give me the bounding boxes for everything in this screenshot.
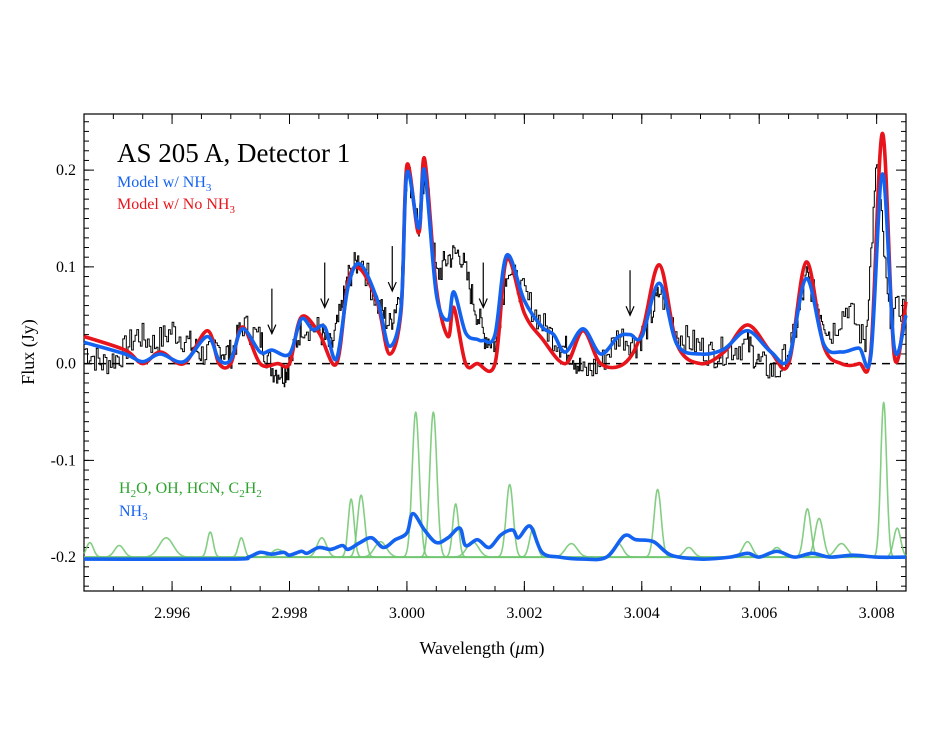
y-tick-label: -0.2 <box>51 549 76 566</box>
nh3-arrow-head <box>625 306 635 317</box>
legend-species-sub-3: 2 <box>256 488 262 500</box>
component-line <box>100 544 138 558</box>
x-tick-label: 2.996 <box>154 605 190 622</box>
legend-species-part-2: O, OH, HCN, C <box>136 480 239 497</box>
component-line <box>793 507 822 558</box>
x-axis-ticks: 2.996 2.998 3.000 3.002 3.004 3.006 3.008 <box>83 114 907 622</box>
nh3-arrows-layer <box>267 246 635 336</box>
component-line <box>401 411 430 558</box>
legend-model-nh3-text: Model w/ NH <box>117 174 206 191</box>
component-line <box>871 401 896 558</box>
legend-model-no-nh3: Model w/ No NH3 <box>117 196 235 216</box>
x-tick-label: 3.002 <box>506 605 542 622</box>
x-axis-title-post: m) <box>525 638 545 659</box>
y-tick-label: 0.1 <box>56 259 76 276</box>
x-tick-label: 3.000 <box>389 605 425 622</box>
x-axis-title: Wavelength (μm) <box>419 638 544 659</box>
component-line <box>802 517 836 558</box>
component-line <box>643 488 672 558</box>
y-tick-label: 0.0 <box>56 356 76 373</box>
y-axis-title: Flux (Jy) <box>18 319 39 385</box>
x-tick-label: 3.004 <box>624 605 660 622</box>
y-axis-ticks: -0.2 -0.1 0.0 0.1 0.2 <box>51 121 906 587</box>
y-tick-label: 0.2 <box>56 162 76 179</box>
component-line <box>83 541 104 558</box>
legend-species: H2O, OH, HCN, C2H2 <box>119 480 262 500</box>
legend-nh3-text: NH <box>119 503 143 520</box>
x-axis-title-pre: Wavelength ( <box>419 638 515 659</box>
nh3-arrow-head <box>267 324 277 336</box>
y-tick-label: -0.1 <box>51 452 76 469</box>
legend-model-no-nh3-sub: 3 <box>229 204 235 216</box>
legend-nh3-sub: 3 <box>142 511 148 523</box>
model-curves-layer <box>83 131 908 562</box>
chart-title: AS 205 A, Detector 1 <box>117 138 350 168</box>
x-tick-label: 3.006 <box>741 605 777 622</box>
nh3-arrow-head <box>478 298 488 309</box>
component-line <box>346 494 376 558</box>
component-line <box>137 536 195 558</box>
legend-species-sub-1: 2 <box>131 488 137 500</box>
nh3-arrow-head <box>320 298 330 309</box>
component-line <box>419 411 448 558</box>
component-line <box>339 498 363 558</box>
legend-species-sub-2: 2 <box>239 488 245 500</box>
legend-species-part-1: H <box>119 480 131 497</box>
component-line <box>883 527 907 558</box>
legend-model-nh3: Model w/ NH3 <box>117 174 212 194</box>
legend-model-no-nh3-text: Model w/ No NH <box>117 196 230 213</box>
component-line <box>198 531 222 558</box>
component-line <box>443 503 468 558</box>
x-axis-title-mu: μ <box>514 638 524 658</box>
x-tick-label: 2.998 <box>272 605 308 622</box>
model-nh3-curve <box>83 167 908 369</box>
x-tick-label: 3.008 <box>859 605 895 622</box>
nh3-arrow-head <box>387 281 397 293</box>
component-line <box>229 536 254 558</box>
legend-model-nh3-sub: 3 <box>206 182 212 194</box>
component-line <box>495 483 524 558</box>
nh3-curve <box>83 511 907 562</box>
legend-nh3: NH3 <box>119 503 148 523</box>
legend-species-part-3: H <box>245 480 257 497</box>
model-no-nh3-curve <box>83 131 908 374</box>
